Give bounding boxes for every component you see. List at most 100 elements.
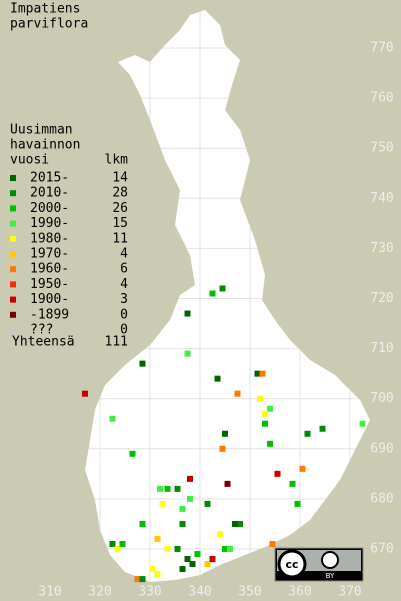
y-tick-label: 670 bbox=[370, 542, 393, 557]
x-tick-label: 310 bbox=[38, 585, 61, 600]
title: parviflora bbox=[10, 17, 88, 32]
y-tick-label: 690 bbox=[370, 441, 393, 456]
observation-square bbox=[187, 475, 193, 482]
observation-square bbox=[262, 410, 268, 417]
by-icon bbox=[321, 551, 339, 569]
legend-swatch bbox=[10, 190, 16, 197]
observation-square bbox=[154, 571, 161, 578]
legend-total-label: Yhteensä bbox=[12, 335, 75, 350]
observation-square bbox=[209, 556, 216, 563]
observation-square bbox=[217, 530, 223, 537]
legend-swatch bbox=[10, 296, 16, 303]
observations bbox=[82, 285, 366, 583]
observation-square bbox=[232, 520, 238, 527]
legend-header: Uusimman bbox=[10, 123, 73, 138]
legend-swatch bbox=[10, 235, 16, 242]
observation-square bbox=[179, 505, 186, 512]
observation-square bbox=[299, 465, 306, 472]
license-badge: cc BY bbox=[274, 547, 364, 582]
observation-square bbox=[129, 450, 136, 457]
legend-swatch bbox=[10, 175, 16, 181]
finland-outline bbox=[85, 10, 370, 582]
legend-count: 14 bbox=[112, 171, 128, 186]
legend-swatch bbox=[10, 266, 16, 273]
observation-square bbox=[319, 425, 326, 432]
legend-swatch bbox=[10, 220, 16, 227]
y-tick-label: 740 bbox=[370, 191, 393, 206]
legend-count: 26 bbox=[112, 201, 128, 216]
legend-label: 2010- bbox=[30, 186, 69, 201]
observation-square bbox=[119, 540, 126, 547]
legend-swatch bbox=[10, 205, 16, 212]
legend-label: 2000- bbox=[30, 201, 69, 216]
legend-label: -1899 bbox=[30, 307, 69, 322]
observation-square bbox=[179, 566, 186, 573]
legend-count: 0 bbox=[120, 307, 128, 322]
observation-square bbox=[267, 405, 273, 412]
observation-square bbox=[209, 290, 216, 297]
legend-count: 3 bbox=[120, 292, 128, 307]
legend-label: 1970- bbox=[30, 247, 69, 262]
legend-count: 4 bbox=[120, 277, 128, 292]
legend-header: vuosi bbox=[10, 153, 49, 168]
observation-square bbox=[269, 540, 276, 547]
observation-square bbox=[187, 495, 193, 502]
observation-square bbox=[189, 561, 196, 568]
legend-count: 28 bbox=[112, 186, 128, 201]
observation-square bbox=[219, 285, 226, 292]
legend-count-header: lkm bbox=[105, 153, 129, 168]
observation-square bbox=[184, 350, 191, 357]
observation-square bbox=[82, 390, 88, 397]
legend-label: 1950- bbox=[30, 277, 69, 292]
observation-square bbox=[179, 520, 186, 527]
observation-square bbox=[289, 480, 296, 487]
observation-square bbox=[224, 480, 231, 487]
observation-square bbox=[359, 420, 366, 427]
observation-square bbox=[174, 485, 181, 492]
x-tick-label: 340 bbox=[188, 585, 211, 600]
legend-count: 15 bbox=[112, 216, 128, 231]
x-tick-label: 350 bbox=[238, 585, 261, 600]
observation-square bbox=[204, 500, 211, 507]
observation-square bbox=[219, 445, 226, 452]
observation-square bbox=[159, 500, 166, 507]
observation-square bbox=[114, 546, 121, 552]
legend-swatch bbox=[10, 311, 16, 318]
y-tick-label: 680 bbox=[370, 491, 393, 506]
observation-square bbox=[294, 500, 301, 507]
observation-square bbox=[139, 576, 146, 583]
x-tick-label: 320 bbox=[88, 585, 111, 600]
y-tick-label: 720 bbox=[370, 291, 393, 306]
observation-square bbox=[214, 375, 221, 382]
legend-label: 1960- bbox=[30, 262, 69, 277]
legend-label: 1900- bbox=[30, 292, 69, 307]
y-tick-label: 700 bbox=[370, 391, 393, 406]
observation-square bbox=[222, 546, 228, 552]
legend-header: havainnon bbox=[10, 138, 80, 153]
observation-square bbox=[227, 546, 233, 552]
legend-total: 111 bbox=[105, 335, 128, 350]
y-tick-label: 750 bbox=[370, 141, 393, 156]
y-tick-label: 770 bbox=[370, 41, 393, 56]
observation-square bbox=[234, 390, 241, 397]
observation-square bbox=[184, 556, 191, 563]
observation-square bbox=[254, 370, 261, 377]
legend-count: 11 bbox=[112, 231, 128, 246]
observation-square bbox=[204, 561, 211, 568]
observation-square bbox=[157, 485, 163, 492]
observation-square bbox=[304, 430, 311, 437]
observation-square bbox=[109, 415, 116, 422]
legend-label: 1990- bbox=[30, 216, 69, 231]
title: Impatiens bbox=[10, 2, 80, 17]
legend-swatch bbox=[10, 327, 16, 333]
observation-square bbox=[174, 546, 181, 552]
legend-count: 4 bbox=[120, 247, 128, 262]
legend-swatch bbox=[10, 251, 16, 257]
legend-label: 1980- bbox=[30, 231, 69, 246]
observation-square bbox=[222, 430, 228, 437]
cc-text: cc bbox=[285, 558, 298, 571]
observation-square bbox=[274, 470, 281, 477]
legend-count: 0 bbox=[120, 323, 128, 338]
observation-square bbox=[164, 485, 171, 492]
observation-square bbox=[257, 395, 263, 402]
